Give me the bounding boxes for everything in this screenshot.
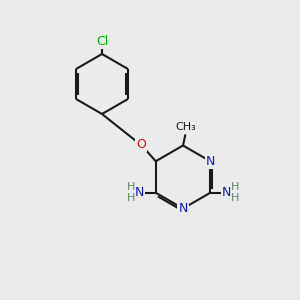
- Text: Cl: Cl: [96, 35, 108, 48]
- Text: N: N: [222, 186, 232, 199]
- Text: N: N: [134, 186, 144, 199]
- Text: H: H: [127, 182, 135, 192]
- Text: CH₃: CH₃: [175, 122, 196, 132]
- Text: H: H: [231, 193, 239, 203]
- Text: O: O: [136, 138, 146, 151]
- Text: H: H: [127, 193, 135, 203]
- Text: H: H: [231, 182, 239, 192]
- Text: N: N: [178, 202, 188, 215]
- Text: N: N: [206, 155, 215, 168]
